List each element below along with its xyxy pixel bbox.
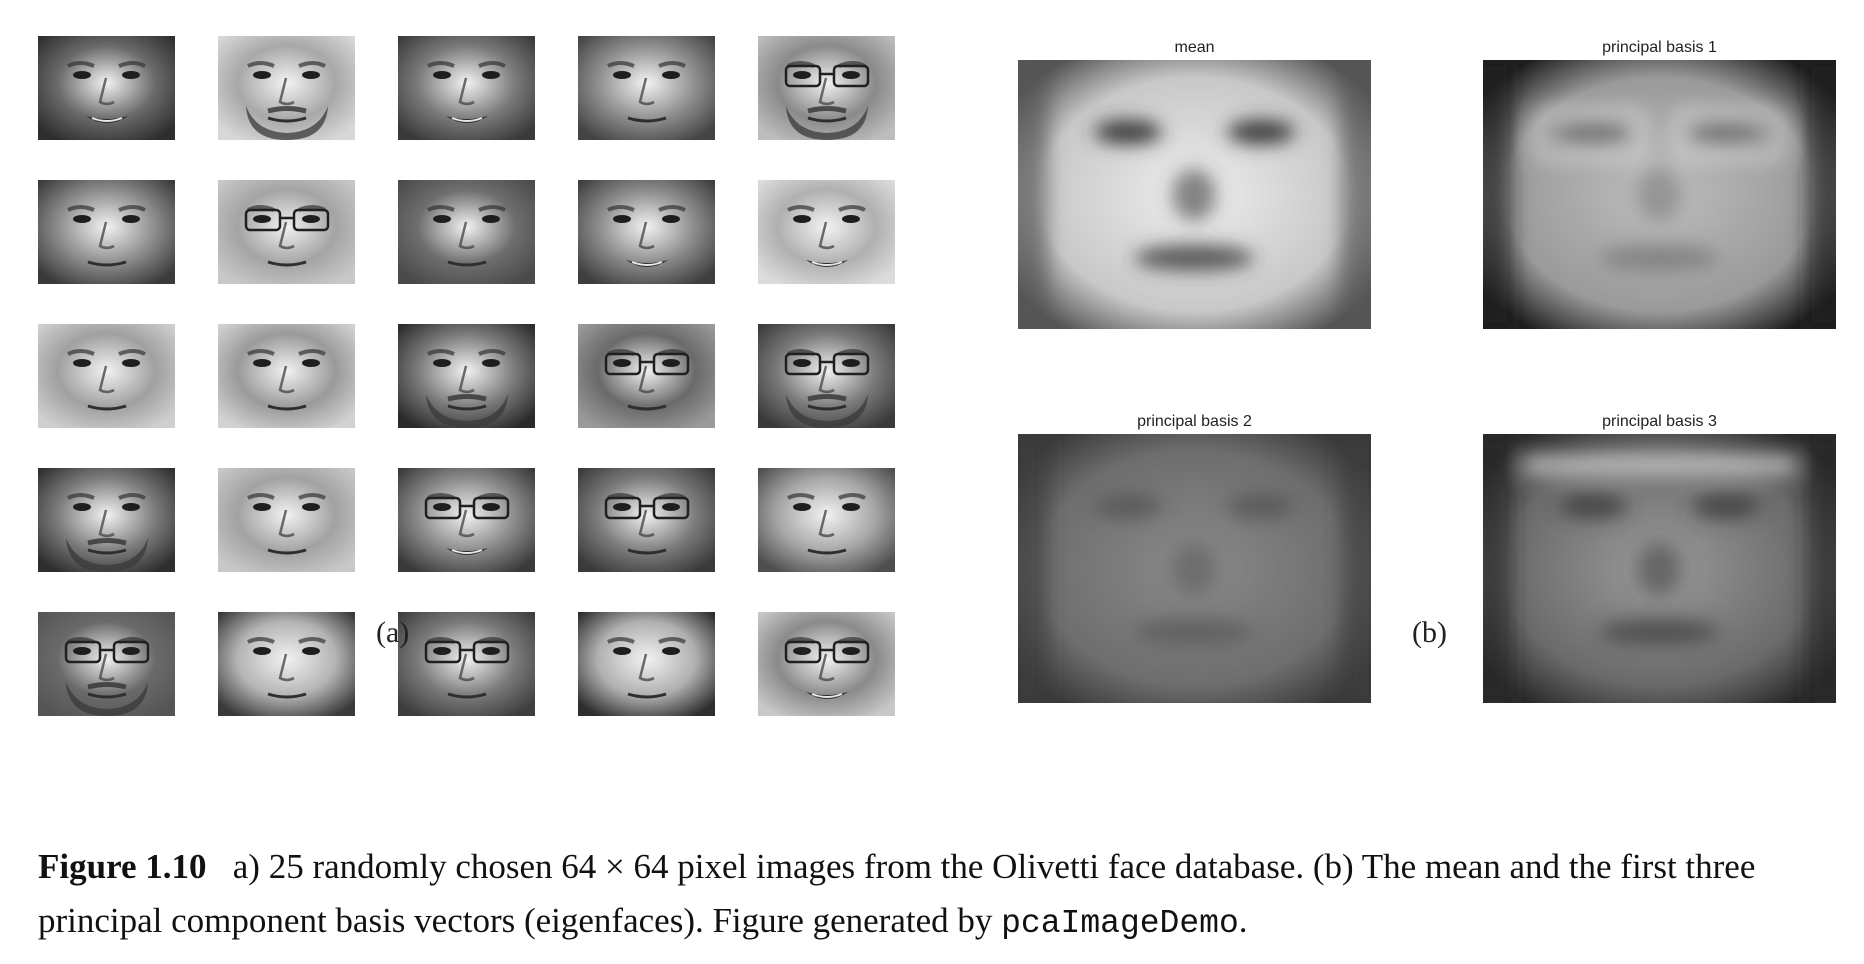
face-thumbnail [578,324,715,428]
eigenface-title: mean [1174,39,1215,56]
face-image [218,468,355,572]
face-image [578,468,715,572]
face-thumbnail [218,324,355,428]
eigenface-image [1483,60,1836,329]
face-thumbnail [578,36,715,140]
caption-text: a) 25 randomly chosen 64 × 64 pixel imag… [38,847,1756,940]
face-thumbnail [218,180,355,284]
face-image [758,36,895,140]
face-image [218,36,355,140]
face-image [398,180,535,284]
face-image [38,180,175,284]
face-image [398,612,535,716]
face-thumbnail [218,468,355,572]
eigenface-image [1018,434,1371,703]
face-thumbnail [398,612,535,716]
eigenface-mean: mean [1018,36,1371,329]
caption-end: . [1238,901,1248,940]
eigenface-svg [1018,60,1371,329]
face-image [218,612,355,716]
face-image [578,324,715,428]
face-image [38,468,175,572]
face-image [218,324,355,428]
face-image [578,612,715,716]
face-image [398,324,535,428]
face-thumbnail [38,612,175,716]
face-thumbnail [398,468,535,572]
panel-a [38,36,896,716]
face-image [758,180,895,284]
face-image [758,612,895,716]
eigenface-image [1483,434,1836,703]
face-grid [38,36,896,716]
face-thumbnail [578,468,715,572]
figure-caption: Figure 1.10 a) 25 randomly chosen 64 × 6… [38,840,1858,951]
eigenface-svg [1018,434,1371,703]
face-image [758,324,895,428]
face-image [758,468,895,572]
eigenface-basis-1: principal basis 1 [1483,36,1836,329]
face-thumbnail [758,324,895,428]
face-thumbnail [758,468,895,572]
face-thumbnail [758,612,895,716]
caption-code: pcaImageDemo [1001,905,1239,942]
eigenface-title: principal basis 2 [1137,413,1252,430]
face-thumbnail [758,180,895,284]
face-thumbnail [218,36,355,140]
eigenface-title: principal basis 1 [1602,39,1717,56]
face-thumbnail [398,180,535,284]
face-thumbnail [38,324,175,428]
face-image [38,612,175,716]
eigenface-basis-2: principal basis 2 [1018,410,1371,703]
face-image [398,36,535,140]
face-thumbnail [38,180,175,284]
face-thumbnail [758,36,895,140]
eigenface-svg [1483,434,1836,703]
face-thumbnail [578,612,715,716]
face-image [38,36,175,140]
face-image [398,468,535,572]
panel-b: mean principal basis 1 principal basis 2… [1000,36,1840,716]
face-image [38,324,175,428]
eigenface-basis-3: principal basis 3 [1483,410,1836,703]
face-thumbnail [38,36,175,140]
face-image [578,180,715,284]
panel-b-label: (b) [1412,616,1447,649]
eigenface-svg [1483,60,1836,329]
eigenface-title: principal basis 3 [1602,413,1717,430]
face-thumbnail [38,468,175,572]
face-image [578,36,715,140]
face-thumbnail [218,612,355,716]
face-thumbnail [578,180,715,284]
face-thumbnail [398,36,535,140]
eigenface-image [1018,60,1371,329]
figure-label: Figure 1.10 [38,847,207,886]
panel-a-label: (a) [376,616,410,649]
face-image [218,180,355,284]
face-thumbnail [398,324,535,428]
